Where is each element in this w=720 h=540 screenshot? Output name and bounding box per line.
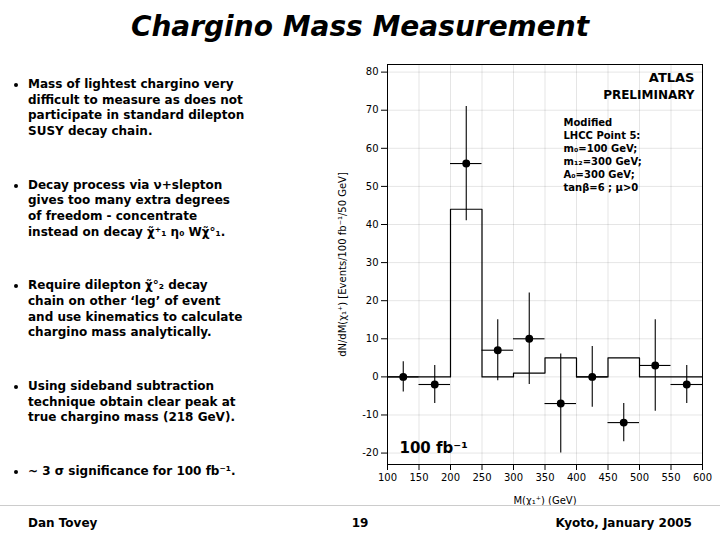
svg-text:50: 50 <box>366 181 379 192</box>
svg-text:-20: -20 <box>362 447 378 458</box>
html-text:Require dilepton χ̃°₂ decay ch: Require dilepton χ̃°₂ decay chain on oth… <box>28 278 243 340</box>
svg-text:40: 40 <box>366 219 379 230</box>
svg-text:0: 0 <box>372 371 378 382</box>
svg-text:450: 450 <box>598 472 617 483</box>
svg-text:350: 350 <box>535 472 554 483</box>
svg-text:200: 200 <box>441 472 460 483</box>
svg-text:80: 80 <box>366 66 379 77</box>
svg-text:550: 550 <box>661 472 680 483</box>
html-text:Dan Tovey: Dan Tovey <box>28 516 98 530</box>
html-text:Mass of lightest chargino very: Mass of lightest chargino very difficult… <box>28 77 245 138</box>
svg-text:250: 250 <box>472 472 491 483</box>
svg-text:100: 100 <box>378 472 397 483</box>
svg-text:ModifiedLHCC Point 5:m₀=100 Ge: ModifiedLHCC Point 5:m₀=100 GeV;m₁₂=300 … <box>564 117 642 193</box>
svg-text:600: 600 <box>693 472 712 483</box>
html-text:Kyoto, January 2005: Kyoto, January 2005 <box>555 516 692 530</box>
svg-text:300: 300 <box>504 472 523 483</box>
svg-text:PRELIMINARY: PRELIMINARY <box>603 88 695 102</box>
svg-text:M(χ₁⁺) (GeV): M(χ₁⁺) (GeV) <box>513 495 576 506</box>
html-text:19: 19 <box>351 516 369 530</box>
svg-text:100 fb⁻¹: 100 fb⁻¹ <box>400 439 468 457</box>
svg-text:400: 400 <box>567 472 586 483</box>
svg-text:70: 70 <box>366 104 379 115</box>
svg-text:ATLAS: ATLAS <box>649 70 695 85</box>
svg-text:150: 150 <box>409 472 428 483</box>
svg-text:60: 60 <box>366 143 379 154</box>
svg-text:-10: -10 <box>362 409 378 420</box>
svg-text:500: 500 <box>630 472 649 483</box>
svg-text:dN/dM(χ₁⁺) [Events/100 fb⁻¹/50: dN/dM(χ₁⁺) [Events/100 fb⁻¹/50 GeV] <box>337 172 348 357</box>
html-text:Decay process via ν+slepton gi: Decay process via ν+slepton gives too ma… <box>28 177 230 239</box>
html-text:~ 3 σ significance for 100 fb⁻: ~ 3 σ significance for 100 fb⁻¹. <box>28 464 236 479</box>
html-text:Using sideband subtraction tec: Using sideband subtraction technique obt… <box>28 379 236 425</box>
html-text:Chargino Mass Measurement: Chargino Mass Measurement <box>130 9 590 43</box>
svg-text:10: 10 <box>366 333 379 344</box>
svg-text:20: 20 <box>366 295 379 306</box>
svg-text:30: 30 <box>366 257 379 268</box>
